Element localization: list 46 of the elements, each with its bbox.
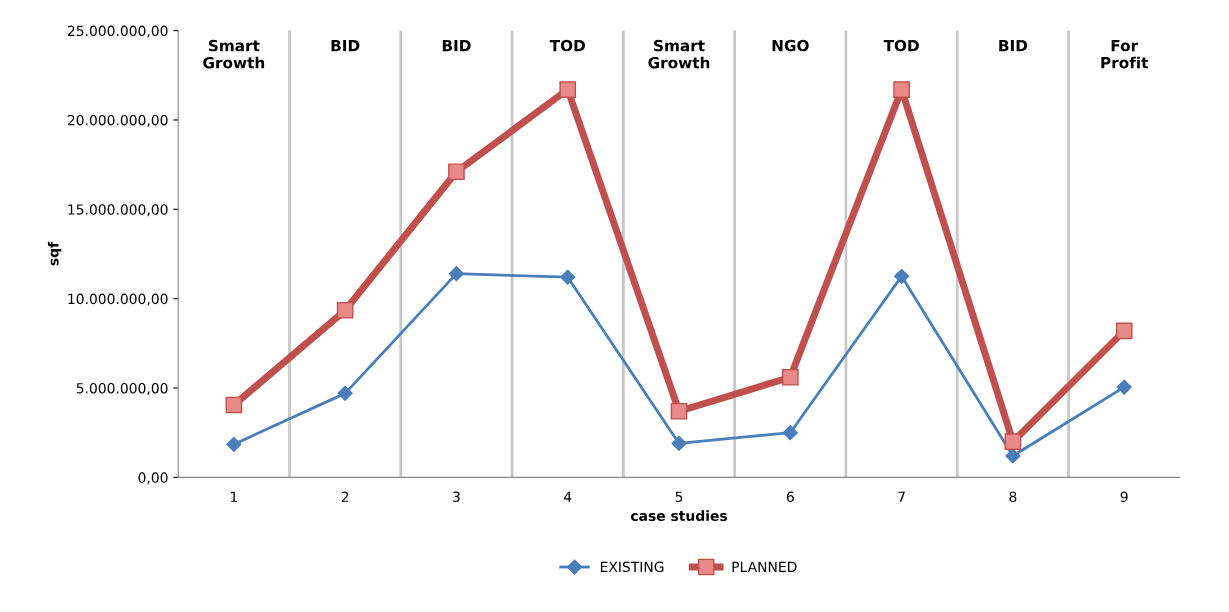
point xyxy=(559,81,577,98)
point xyxy=(560,269,576,285)
legend-label: PLANNED xyxy=(732,561,797,572)
x-tick-label: 3 xyxy=(453,491,460,502)
annotation: BID xyxy=(999,40,1028,52)
point xyxy=(781,368,799,386)
y-axis-title: sqf xyxy=(47,241,62,266)
point xyxy=(1115,322,1133,340)
point xyxy=(894,268,910,284)
y-tick-label: 20.000.000,00 xyxy=(67,114,168,127)
point xyxy=(1005,448,1021,464)
point xyxy=(226,436,242,452)
point xyxy=(782,425,798,441)
annotation: BID xyxy=(331,40,360,52)
point xyxy=(448,163,465,181)
x-tick-label: 8 xyxy=(1009,491,1017,502)
point xyxy=(336,301,354,319)
y-tick-label: 15.000.000,00 xyxy=(68,204,168,217)
annotation: Smart Growth xyxy=(203,39,265,69)
x-tick-label: 2 xyxy=(341,491,349,502)
legend-label: EXISTING xyxy=(600,561,664,573)
annotation: TOD xyxy=(883,39,919,52)
x-axis-title: case studies xyxy=(630,510,728,521)
point xyxy=(893,81,910,98)
point xyxy=(448,266,465,282)
point xyxy=(1116,379,1132,395)
point xyxy=(670,402,688,420)
annotation: Smart Growth xyxy=(648,39,710,69)
y-tick-label: 25.000.000,00 xyxy=(67,25,168,38)
y-tick-label: 10.000.000,00 xyxy=(68,293,168,306)
annotation: TOD xyxy=(549,39,585,52)
x-tick-label: 9 xyxy=(1120,491,1128,502)
annotation: BID xyxy=(442,40,471,52)
point xyxy=(671,435,687,451)
point xyxy=(225,396,243,414)
annotation: NGO xyxy=(772,39,809,52)
y-tick-label: 0,00 xyxy=(138,472,168,485)
x-tick-label: 6 xyxy=(786,491,794,502)
x-tick-label: 5 xyxy=(675,491,683,502)
x-tick-label: 7 xyxy=(898,491,905,502)
point xyxy=(1004,433,1022,450)
x-tick-label: 1 xyxy=(230,491,237,502)
x-tick-label: 4 xyxy=(563,491,572,502)
annotation: For Profit xyxy=(1101,40,1149,69)
y-tick-label: 5.000.000,00 xyxy=(76,382,168,395)
point xyxy=(337,385,353,401)
